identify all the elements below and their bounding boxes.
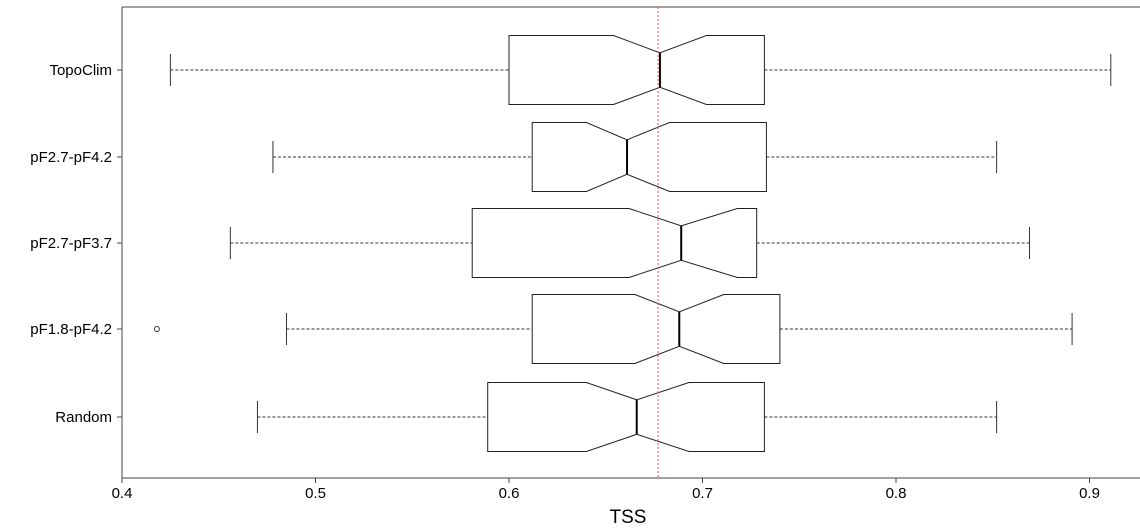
x-tick-label: 0.5	[305, 485, 326, 502]
y-tick-label: pF1.8-pF4.2	[30, 321, 112, 338]
x-tick-label: 0.4	[112, 485, 133, 502]
y-tick-label: TopoClim	[49, 62, 112, 79]
notched-box	[487, 382, 765, 452]
box-TopoClim	[169, 35, 1112, 105]
x-tick-label: 0.9	[1079, 485, 1100, 502]
y-tick-label: pF2.7-pF4.2	[30, 149, 112, 166]
box-pF2.7-pF3.7	[229, 208, 1031, 278]
box-pF2.7-pF4.2	[272, 122, 998, 192]
box-Random	[256, 382, 998, 452]
y-tick-label: pF2.7-pF3.7	[30, 235, 112, 252]
notched-box	[471, 208, 758, 278]
x-tick-label: 0.8	[886, 485, 907, 502]
box-pF1.8-pF4.2	[153, 294, 1073, 364]
plot-area: 0.4 0.5 0.6 0.7 0.8 0.9 TopoClim pF2.7-pF4.2 pF2…	[30, 6, 1140, 502]
x-axis-title: TSS	[610, 507, 647, 528]
notched-box	[508, 35, 765, 105]
notched-box	[531, 122, 767, 192]
notched-box	[531, 294, 781, 364]
outlier-point	[153, 326, 160, 332]
y-tick-label: Random	[55, 409, 112, 426]
x-tick-label: 0.6	[499, 485, 520, 502]
x-tick-label: 0.7	[692, 485, 713, 502]
